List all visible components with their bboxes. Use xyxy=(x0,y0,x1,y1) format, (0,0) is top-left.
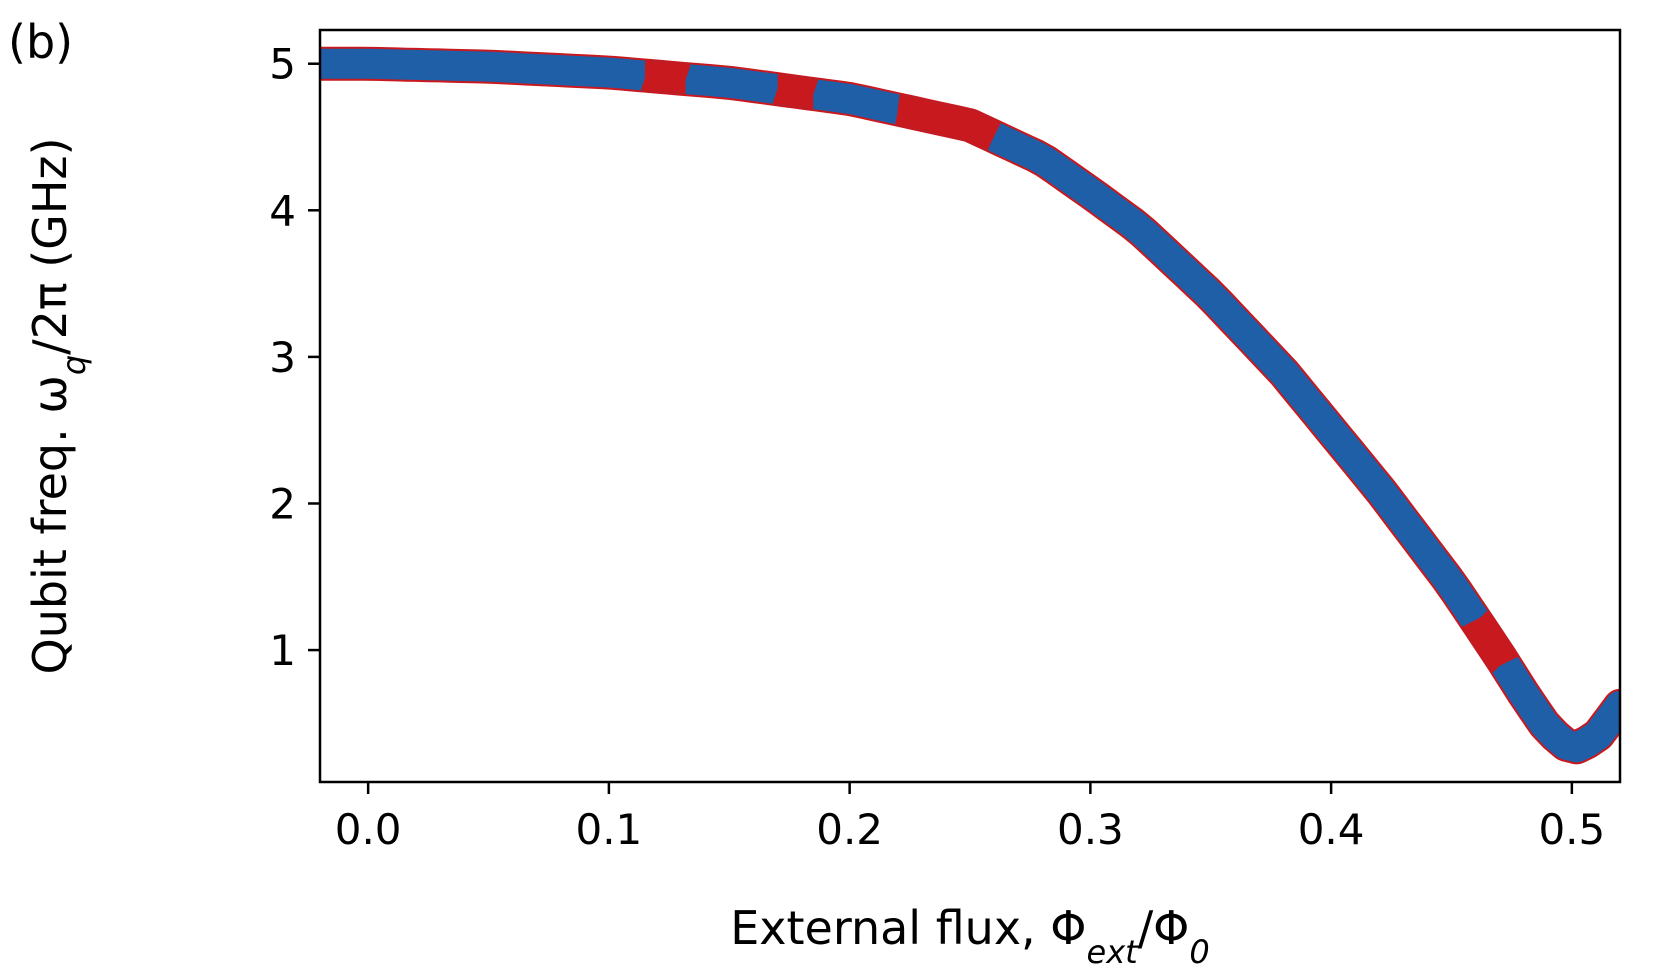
highlight-segment-3 xyxy=(1460,605,1520,679)
x-tick-label: 0.5 xyxy=(1538,805,1605,854)
y-axis-label: Qubit freq. ωq/2π (GHz) xyxy=(23,137,93,674)
x-tick-label: 0.1 xyxy=(575,805,642,854)
y-tick-label: 1 xyxy=(269,626,296,675)
axes-frame xyxy=(318,28,1622,784)
highlight-segment-2 xyxy=(883,94,1009,152)
x-tick-label: 0.0 xyxy=(335,805,402,854)
x-tick-label: 0.4 xyxy=(1298,805,1365,854)
panel-label: (b) xyxy=(8,15,73,69)
y-tick-label: 2 xyxy=(269,479,296,528)
highlight-segment-0 xyxy=(630,60,701,94)
x-tick-label: 0.2 xyxy=(816,805,883,854)
x-axis: 0.0 0.1 0.2 0.3 0.4 0.5 xyxy=(335,782,1605,854)
data-curve xyxy=(320,48,1620,763)
y-tick-label: 5 xyxy=(269,40,296,89)
y-tick-label: 3 xyxy=(269,333,296,382)
x-axis-label: External flux, Φext/Φ0 xyxy=(730,901,1210,971)
fit-curve-outline xyxy=(320,46,1620,765)
y-tick-label: 4 xyxy=(269,186,296,235)
plot-area xyxy=(318,28,1622,784)
y-axis: 1 2 3 4 5 xyxy=(269,40,320,675)
highlight-segment-1 xyxy=(762,74,829,109)
x-tick-label: 0.3 xyxy=(1057,805,1124,854)
